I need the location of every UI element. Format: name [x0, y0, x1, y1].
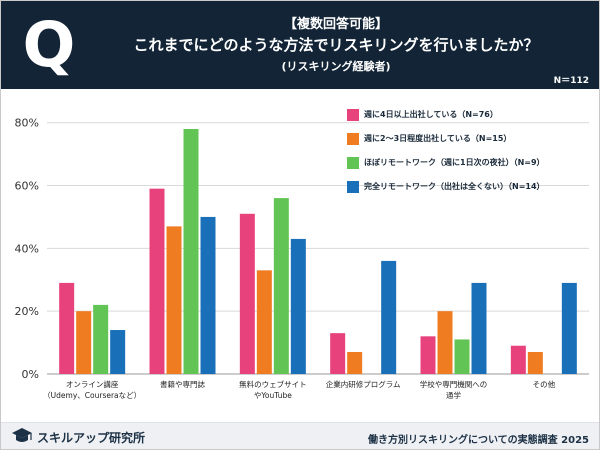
legend-item: 週に4日以上出社している（N=76） [347, 106, 585, 130]
bar [527, 352, 543, 374]
bar [381, 260, 397, 374]
y-tick-label: 40% [15, 242, 39, 255]
bar [471, 282, 487, 374]
legend-label: 週に4日以上出社している（N=76） [364, 110, 498, 119]
bar [420, 336, 436, 374]
legend-swatch [347, 109, 359, 121]
graduation-cap-logo-icon [12, 428, 32, 442]
legend-item: ほぼリモートワーク（週に1日次の夜社）（N=9） [347, 154, 585, 178]
bar [437, 311, 453, 374]
bar [454, 339, 470, 374]
bar [273, 198, 289, 374]
sample-size: N＝112 [553, 76, 589, 86]
q-badge: Q [22, 8, 76, 81]
bar [290, 238, 306, 374]
y-tick-label: 80% [15, 117, 39, 130]
x-tick-label: 無料のウェブサイト [239, 379, 307, 389]
bar [93, 304, 109, 374]
bar [76, 311, 92, 374]
bar [183, 128, 199, 374]
question-subtitle: (リスキリング経験者) [281, 60, 391, 73]
x-tick-label: （Udemy、Courseraなど） [43, 391, 141, 400]
legend-swatch [347, 157, 359, 169]
chart-legend: 週に4日以上出社している（N=76） 週に2～3日程度出社している（N=15） ほぼ… [347, 106, 585, 202]
y-tick-label: 60% [15, 180, 39, 193]
bar [239, 213, 255, 374]
bar [561, 282, 577, 374]
x-tick-label: やYouTube [254, 391, 292, 400]
question-title: これまでにどのような方法でリスキリングを行いましたか？ [133, 36, 539, 54]
legend-swatch [347, 133, 359, 145]
x-tick-label: 通学 [446, 390, 461, 400]
bar [256, 270, 272, 374]
bar [347, 352, 363, 374]
question-header: Q 【複数回答可能】 これまでにどのような方法でリスキリングを行いましたか？ (… [1, 1, 599, 89]
legend-label: 完全リモートワーク（出社は全くない）（N=14） [364, 182, 545, 191]
question-tag: 【複数回答可能】 [283, 17, 388, 32]
x-tick-label: 学校や専門機関への [420, 379, 488, 389]
bar [200, 216, 216, 374]
bar [510, 345, 526, 374]
footer: スキルアップ研究所 働き方別リスキリングについての実態調査 2025 [1, 422, 599, 449]
x-tick-label: 企業内研修プログラム [326, 379, 401, 389]
legend-label: ほぼリモートワーク（週に1日次の夜社）（N=9） [364, 158, 545, 167]
legend-item: 週に2～3日程度出社している（N=15） [347, 130, 585, 154]
legend-swatch [347, 181, 359, 193]
bar [59, 282, 75, 374]
x-tick-label: オンライン講座 [66, 379, 119, 389]
legend-label: 週に2～3日程度出社している（N=15） [364, 134, 512, 143]
bar [330, 333, 346, 374]
x-tick-label: 書籍や専門誌 [160, 379, 205, 389]
x-tick-label: その他 [533, 379, 556, 389]
y-tick-label: 20% [15, 305, 39, 318]
survey-name: 働き方別リスキリングについての実態調査 2025 [367, 435, 589, 446]
bar [166, 226, 182, 374]
bar [149, 188, 165, 374]
legend-item: 完全リモートワーク（出社は全くない）（N=14） [347, 178, 585, 202]
bar [110, 330, 126, 374]
bar-chart: 0% 20% 40% 60% 80% オンライン講座 （Udemy、Courseraなど） 書… [15, 117, 589, 400]
logo-text: スキルアップ研究所 [37, 431, 146, 445]
y-tick-label: 0% [22, 368, 39, 381]
